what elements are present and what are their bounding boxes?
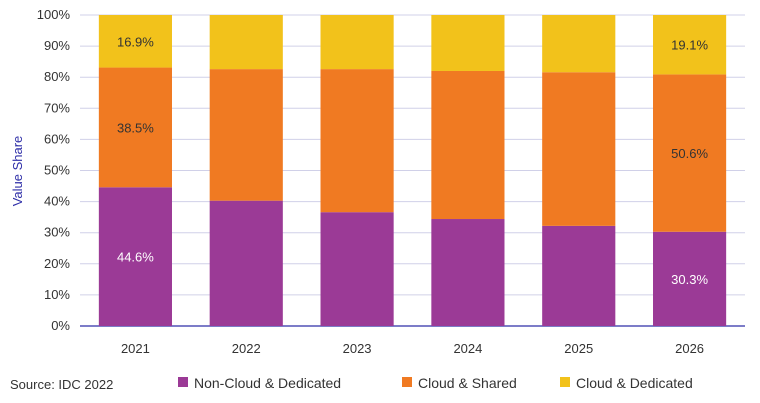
y-tick-label: 60%	[44, 131, 70, 146]
bar-segment	[653, 15, 727, 75]
bar-segment	[653, 231, 727, 326]
x-tick-label: 2023	[343, 341, 372, 356]
data-label: 44.6%	[117, 250, 154, 265]
legend: Non-Cloud & Dedicated Cloud & Shared Cloud…	[178, 375, 693, 391]
gridlines	[80, 14, 745, 327]
y-axis-title: Value Share	[10, 136, 25, 207]
bar-segment	[542, 15, 616, 73]
y-tick-label: 20%	[44, 256, 70, 271]
bar-segment	[98, 67, 172, 188]
y-tick-labels: 0% 10% 20% 30% 40% 50% 60% 70% 80% 90% 100%	[37, 7, 71, 333]
data-label: 50.6%	[671, 146, 708, 161]
y-tick-label: 70%	[44, 100, 70, 115]
x-tick-label: 2021	[121, 341, 150, 356]
bar-segment	[542, 72, 616, 226]
y-tick-label: 50%	[44, 163, 70, 178]
bar-segment	[98, 15, 172, 68]
x-tick-label: 2024	[453, 341, 482, 356]
y-tick-label: 30%	[44, 225, 70, 240]
data-label: 30.3%	[671, 272, 708, 287]
bar-segment	[431, 219, 505, 326]
bar-segment	[653, 74, 727, 232]
x-tick-label: 2025	[564, 341, 593, 356]
x-tick-label: 2026	[675, 341, 704, 356]
bar-segment	[209, 15, 283, 70]
y-tick-label: 90%	[44, 38, 70, 53]
data-label: 19.1%	[671, 38, 708, 53]
bar-segment	[431, 15, 505, 71]
bar-segment	[320, 69, 394, 213]
legend-swatch	[178, 377, 188, 387]
bar-segment	[320, 212, 394, 326]
bar-segment	[98, 187, 172, 326]
data-label: 38.5%	[117, 120, 154, 135]
y-tick-label: 80%	[44, 69, 70, 84]
source-note: Source: IDC 2022	[10, 377, 113, 392]
y-tick-label: 100%	[37, 7, 71, 22]
x-tick-labels: 2021 2022 2023 2024 2025 2026	[121, 341, 704, 356]
legend-label: Non-Cloud & Dedicated	[194, 375, 341, 391]
legend-swatch	[560, 377, 570, 387]
x-tick-label: 2022	[232, 341, 261, 356]
legend-swatch	[402, 377, 412, 387]
bar-segment	[542, 225, 616, 326]
y-tick-label: 10%	[44, 287, 70, 302]
bar-segment	[431, 70, 505, 220]
data-label: 16.9%	[117, 34, 154, 49]
bar-segment	[209, 200, 283, 326]
y-tick-label: 40%	[44, 194, 70, 209]
y-tick-label: 0%	[51, 318, 70, 333]
bar-segment	[320, 15, 394, 70]
bar-segment	[209, 69, 283, 201]
legend-label: Cloud & Dedicated	[576, 375, 693, 391]
data-labels: 44.6% 38.5% 16.9% 30.3% 50.6% 19.1%	[117, 34, 708, 287]
bars	[98, 15, 727, 326]
legend-label: Cloud & Shared	[418, 375, 517, 391]
